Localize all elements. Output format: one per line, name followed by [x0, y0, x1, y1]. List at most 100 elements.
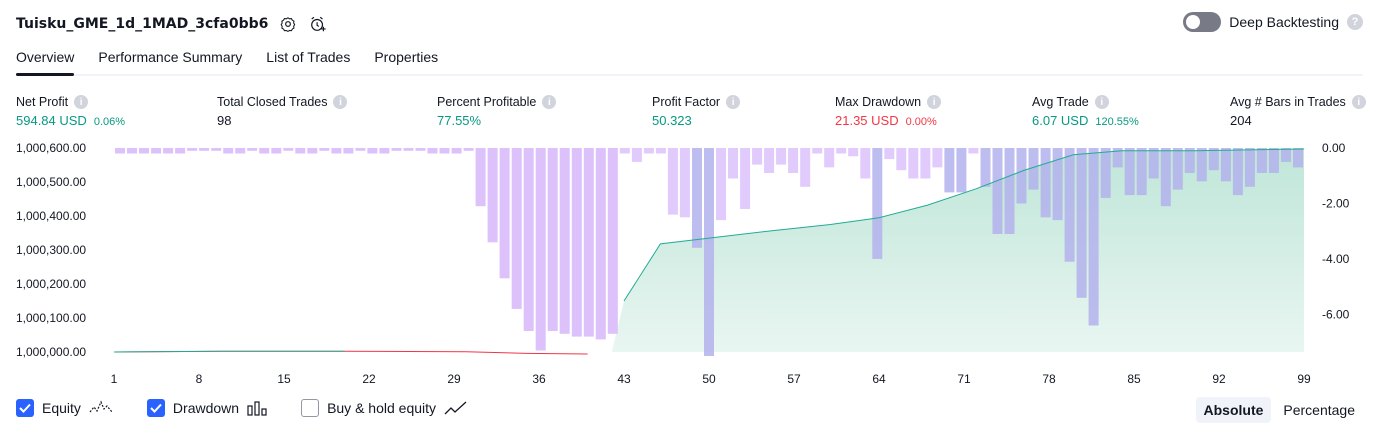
drawdown-bar — [343, 148, 354, 154]
settings-icon[interactable] — [278, 14, 298, 34]
equity-wave-icon — [89, 400, 113, 416]
scale-toggle: Absolute Percentage — [1195, 397, 1364, 423]
drawdown-bar — [271, 148, 282, 154]
drawdown-bar — [788, 148, 799, 173]
drawdown-bar — [872, 148, 883, 259]
right-axis-tick-label: 0.00 — [1322, 141, 1346, 155]
x-axis-tick-label: 85 — [1127, 372, 1141, 386]
info-icon[interactable]: i — [1094, 95, 1109, 109]
drawdown-bar — [487, 148, 498, 243]
equity-line — [623, 148, 1305, 302]
drawdown-bar — [884, 148, 895, 160]
x-axis-tick-label: 1 — [111, 372, 118, 386]
drawdown-bar — [319, 148, 330, 151]
metric-max-drawdown: Max Drawdown i 21.35 USD 0.00% — [835, 94, 942, 128]
drawdown-bar — [643, 148, 654, 154]
drawdown-bars-icon — [247, 400, 267, 416]
info-icon[interactable]: i — [74, 95, 89, 109]
strategy-title: Tuisku_GME_1d_1MAD_3cfa0bb6 — [16, 16, 269, 32]
info-icon[interactable]: i — [333, 95, 348, 109]
drawdown-bar — [247, 148, 258, 151]
metric-subvalue: 120.55% — [1095, 116, 1139, 128]
drawdown-bar — [764, 148, 775, 173]
metric-label: Avg Trade — [1032, 95, 1089, 109]
drawdown-bar — [559, 148, 570, 334]
info-icon[interactable]: i — [542, 95, 557, 109]
equity-checkbox[interactable] — [16, 399, 34, 417]
tab-performance-summary[interactable]: Performance Summary — [98, 49, 243, 65]
drawdown-bar — [355, 148, 366, 151]
legend-equity[interactable]: Equity — [16, 399, 113, 417]
drawdown-bar — [1064, 148, 1075, 262]
legend-drawdown[interactable]: Drawdown — [146, 399, 267, 417]
drawdown-bar — [1028, 148, 1039, 190]
x-axis-tick-label: 29 — [447, 372, 461, 386]
equity-drawdown-chart[interactable]: 1,000,600.00 1,000,500.00 1,000,400.00 1,00… — [0, 136, 1379, 390]
drawdown-bar — [511, 148, 522, 309]
drawdown-bar — [1196, 148, 1207, 182]
drawdown-bar — [860, 148, 871, 179]
tab-properties[interactable]: Properties — [374, 49, 439, 65]
buy-hold-checkbox[interactable] — [301, 399, 320, 417]
x-axis-tick-label: 92 — [1212, 372, 1226, 386]
drawdown-bar — [1172, 148, 1183, 190]
drawdown-bar — [1268, 148, 1279, 173]
help-icon[interactable]: ? — [1347, 14, 1363, 30]
metric-value: 98 — [217, 113, 232, 128]
x-axis-tick-label: 71 — [957, 372, 971, 386]
tab-overview[interactable]: Overview — [16, 40, 75, 76]
drawdown-bar — [391, 148, 402, 151]
metric-percent-profitable: Percent Profitable i 77.55% — [437, 94, 557, 128]
info-icon[interactable]: i — [726, 95, 741, 109]
drawdown-bar — [812, 148, 823, 154]
metric-value: 594.84 USD — [16, 113, 87, 128]
deep-backtesting-toggle[interactable] — [1183, 12, 1222, 32]
x-axis-tick-label: 99 — [1297, 372, 1311, 386]
x-axis-tick-label: 15 — [277, 372, 291, 386]
drawdown-bar — [992, 148, 1003, 234]
drawdown-bar — [535, 148, 546, 351]
metric-value: 77.55% — [437, 113, 482, 128]
drawdown-bar — [704, 148, 714, 356]
metric-label: Percent Profitable — [437, 95, 537, 109]
y-axis-tick-label: 1,000,200.00 — [16, 277, 86, 291]
drawdown-bar — [1160, 148, 1171, 207]
drawdown-bar — [235, 148, 246, 154]
drawdown-bar — [1112, 148, 1123, 168]
tab-list-of-trades[interactable]: List of Trades — [266, 49, 351, 65]
drawdown-bar — [1244, 148, 1255, 187]
percentage-button[interactable]: Percentage — [1283, 402, 1355, 418]
x-axis-tick-label: 36 — [532, 372, 546, 386]
drawdown-bar — [1124, 148, 1135, 196]
drawdown-bar — [679, 148, 690, 218]
info-icon[interactable]: i — [927, 95, 942, 109]
drawdown-bar — [427, 148, 438, 154]
info-icon[interactable]: i — [1351, 95, 1366, 109]
drawdown-bar — [968, 148, 979, 154]
metric-value: 204 — [1230, 113, 1252, 128]
legend-buy-hold-equity[interactable]: Buy & hold equity — [301, 399, 468, 417]
drawdown-bar — [367, 148, 378, 154]
drawdown-bar — [1040, 148, 1051, 218]
add-alert-icon[interactable] — [308, 14, 328, 34]
drawdown-bar — [631, 148, 642, 162]
drawdown-checkbox[interactable] — [146, 399, 165, 417]
drawdown-bar — [1016, 148, 1027, 204]
drawdown-bar — [824, 148, 835, 168]
drawdown-bar — [571, 148, 582, 337]
drawdown-bar — [583, 148, 594, 337]
drawdown-bar — [1076, 148, 1087, 298]
y-axis-tick-label: 1,000,300.00 — [16, 243, 86, 257]
drawdown-bar — [1184, 148, 1195, 173]
metric-label: Profit Factor — [652, 95, 721, 109]
drawdown-bar — [1232, 148, 1243, 196]
drawdown-bar — [896, 148, 907, 171]
metric-value: 50.323 — [652, 113, 692, 128]
x-axis-tick-label: 78 — [1042, 372, 1056, 386]
x-axis-tick-label: 50 — [702, 372, 716, 386]
drawdown-bar — [728, 148, 738, 179]
drawdown-bar — [1004, 148, 1015, 234]
absolute-button[interactable]: Absolute — [1195, 397, 1272, 423]
drawdown-bar — [800, 148, 811, 187]
drawdown-bar — [463, 148, 474, 151]
